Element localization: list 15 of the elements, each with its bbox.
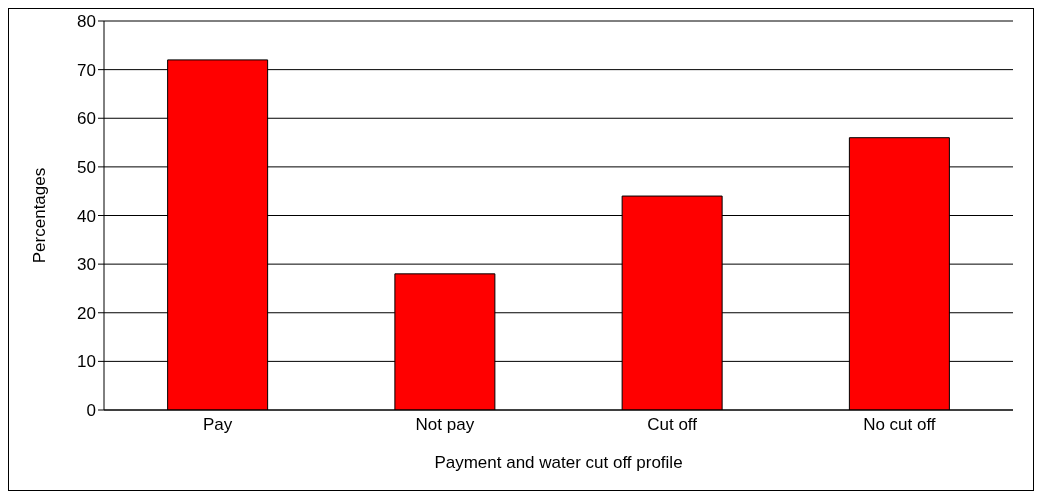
- y-tick-label: 10: [77, 352, 96, 372]
- y-tick-label: 40: [77, 206, 96, 226]
- y-tick-label: 80: [77, 12, 96, 32]
- y-tick-label: 50: [77, 157, 96, 177]
- y-axis-title: Percentages: [30, 167, 50, 264]
- x-axis-title: Payment and water cut off profile: [434, 453, 683, 472]
- y-tick-label: 30: [77, 255, 96, 275]
- y-tick-label: 20: [77, 303, 96, 323]
- x-tick-label: Cut off: [647, 415, 698, 435]
- y-tick-label: 70: [77, 60, 96, 80]
- x-tick-label: No cut off: [863, 415, 936, 435]
- y-tick-label: 0: [86, 401, 96, 421]
- x-tick-label: Not pay: [415, 415, 475, 435]
- x-tick-label: Pay: [202, 415, 233, 435]
- y-tick-label: 60: [77, 109, 96, 129]
